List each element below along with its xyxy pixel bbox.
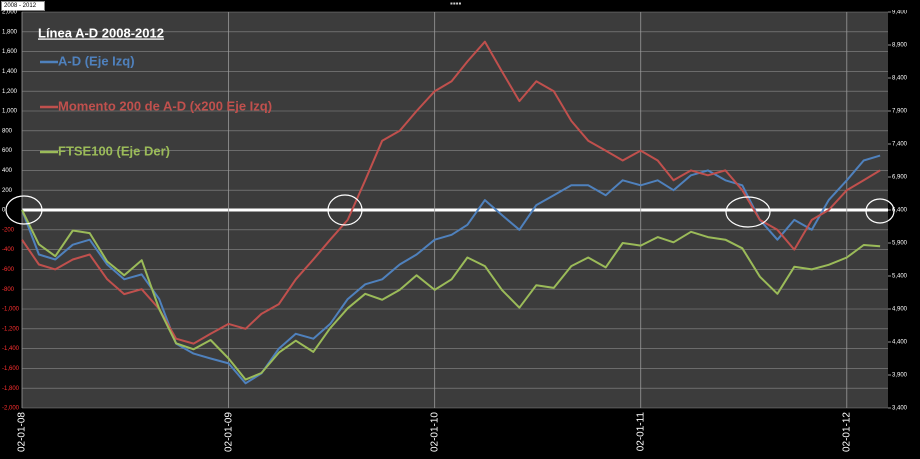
y-tick-label: -1,000 xyxy=(2,307,20,313)
y-tick-label: -800 xyxy=(2,287,15,293)
circle xyxy=(725,196,771,228)
y-tick-label: 2,000 xyxy=(2,10,18,16)
y-tick-label: -200 xyxy=(2,227,15,233)
grip[interactable]: ▪▪▪▪ xyxy=(450,0,462,8)
y2-tick-label: 6,400 xyxy=(892,208,908,214)
x-tick-label: 02-01-11 xyxy=(635,412,646,452)
y-tick-label: 1,200 xyxy=(2,89,18,95)
legend-label: A-D (Eje Izq) xyxy=(58,53,135,68)
y-tick-label: 400 xyxy=(2,168,13,174)
y2-tick-label: 5,900 xyxy=(892,241,908,247)
x-tick-label: 02-01-09 xyxy=(223,412,234,452)
y2-tick-label: 5,400 xyxy=(892,274,908,280)
y-tick-label: 1,600 xyxy=(2,49,18,55)
y-tick-label: 1,400 xyxy=(2,69,18,75)
y-tick-label: 600 xyxy=(2,148,13,154)
y-tick-label: 200 xyxy=(2,188,13,194)
x-tick-label: 02-01-08 xyxy=(17,412,28,452)
y-tick-label: -400 xyxy=(2,247,15,253)
y-tick-label: -1,600 xyxy=(2,366,20,372)
y2-tick-label: 7,400 xyxy=(892,142,908,148)
y2-tick-label: 9,400 xyxy=(892,10,908,16)
y2-tick-label: 6,900 xyxy=(892,175,908,181)
y2-tick-label: 3,900 xyxy=(892,373,908,379)
y-tick-label: -1,200 xyxy=(2,326,20,332)
legend-label: Momento 200 de A-D (x200 Eje Izq) xyxy=(58,98,272,113)
circle xyxy=(5,195,43,225)
highlight-circles xyxy=(5,194,895,228)
y-tick-label: 800 xyxy=(2,128,13,134)
circle xyxy=(327,194,363,226)
y-tick-label: 1,000 xyxy=(2,109,18,115)
y2-tick-label: 3,400 xyxy=(892,406,908,412)
y2-tick-label: 4,400 xyxy=(892,340,908,346)
y2-tick-label: 7,900 xyxy=(892,109,908,115)
y-tick-label: 1,800 xyxy=(2,29,18,35)
y2-tick-label: 8,400 xyxy=(892,76,908,82)
circle xyxy=(865,198,895,224)
series-line xyxy=(21,209,881,381)
y-tick-label: -1,400 xyxy=(2,346,20,352)
y-tick-label: -2,000 xyxy=(2,406,20,412)
chart: Línea A-D 2008-2012 A-D (Eje Izq) Momento… xyxy=(2,10,908,452)
y2-tick-label: 4,900 xyxy=(892,307,908,313)
y-tick-label: -600 xyxy=(2,267,15,273)
y-tick-label: -1,800 xyxy=(2,386,20,392)
range-select[interactable]: 2008 - 2012 xyxy=(1,1,45,11)
chart-title: Línea A-D 2008-2012 xyxy=(38,25,164,40)
x-tick-label: 02-01-12 xyxy=(841,412,852,452)
legend-label: FTSE100 (Eje Der) xyxy=(58,143,170,158)
y2-tick-label: 8,900 xyxy=(892,43,908,49)
y-tick-label: 0 xyxy=(2,208,6,214)
x-tick-label: 02-01-10 xyxy=(429,412,440,452)
